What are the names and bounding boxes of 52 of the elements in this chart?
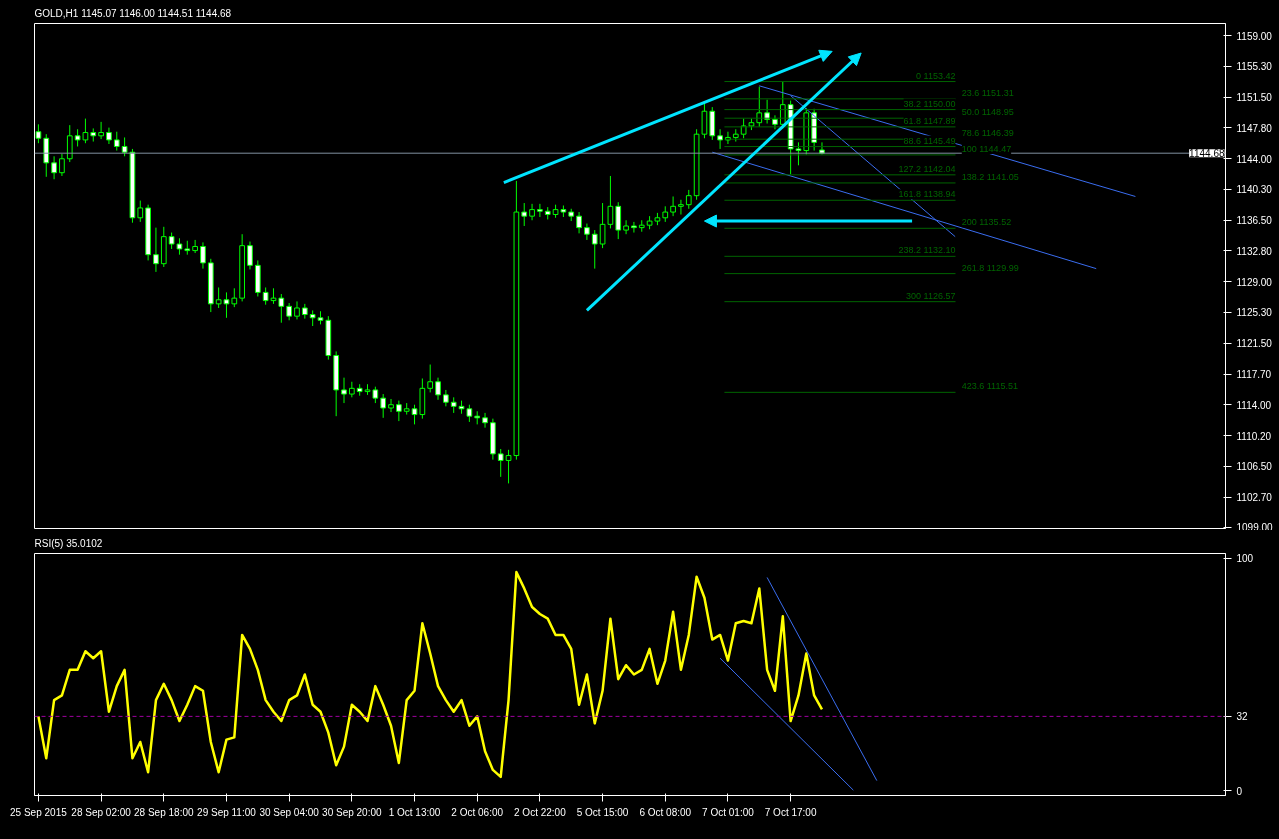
ref-line-label: 300 1126.57 [906,290,956,301]
x-tick-label: 7 Oct 17:00 [764,806,817,818]
x-tick-label: 28 Sep 02:00 [71,806,132,818]
ref-line-label: 61.8 1147.89 [903,115,956,126]
x-tick-label: 2 Oct 06:00 [451,806,504,818]
ref-line-label: 50.0 1148.95 [961,107,1014,118]
x-tick-label: 2 Oct 22:00 [514,806,567,818]
y-tick-label: 100 [1236,553,1254,565]
y-tick-label: 32 [1236,711,1249,723]
ref-line-label: 261.8 1129.99 [961,262,1019,273]
y-tick-label: 1099.00 [1236,521,1274,533]
ref-line-label: 423.6 1115.51 [961,381,1018,392]
y-tick-label: 1117.70 [1236,369,1272,381]
x-tick-label: 28 Sep 18:00 [134,806,194,818]
ref-line-label: 200 1135.52 [961,217,1012,228]
ref-line-label: 38.2 1150.00 [903,98,956,109]
x-tick-label: 6 Oct 08:00 [639,806,692,818]
y-tick-label: 1121.50 [1236,338,1273,350]
chart-title: GOLD,H1 1145.07 1146.00 1144.51 1144.68 [34,7,232,19]
x-tick-label: 30 Sep 04:00 [259,806,320,818]
x-tick-label: 29 Sep 11:00 [197,806,257,818]
x-tick-label: 5 Oct 15:00 [576,806,629,818]
ref-line-label: 100 1144.47 [961,143,1012,154]
ref-line-label: 1144.68 [1189,148,1225,160]
ref-line-label: 78.6 1146.39 [961,128,1014,139]
y-tick-label: 1155.30 [1236,61,1273,73]
ref-line-label: 23.6 1151.31 [961,87,1014,98]
ref-line-label: 161.8 1138.94 [898,189,956,200]
y-tick-label: 0 [1236,785,1243,797]
y-tick-label: 1136.50 [1236,215,1273,227]
x-tick-label: 7 Oct 01:00 [702,806,755,818]
ref-line-label: 88.6 1145.49 [903,135,956,146]
ref-line-label: 138.2 1141.05 [961,171,1019,182]
ref-line-label: 238.2 1132.10 [898,245,956,256]
y-tick-label: 1125.30 [1236,307,1273,319]
y-tick-label: 1102.70 [1236,492,1273,504]
ref-line-label: 0 1153.42 [916,70,956,81]
y-tick-label: 1159.00 [1236,30,1273,42]
x-tick-label: 25 Sep 2015 [10,806,68,818]
y-tick-label: 1106.50 [1236,461,1273,473]
y-tick-label: 1129.00 [1236,276,1273,288]
ref-line-label: 127.2 1142.04 [898,163,956,174]
y-tick-label: 1114.00 [1236,399,1272,411]
y-tick-label: 1144.00 [1236,153,1273,165]
chart-title: RSI(5) 35.0102 [34,537,103,549]
x-tick-label: 30 Sep 20:00 [322,806,383,818]
y-tick-label: 1132.80 [1236,245,1273,257]
y-tick-label: 1140.30 [1236,184,1273,196]
y-tick-label: 1151.50 [1236,92,1273,104]
y-tick-label: 1147.80 [1236,122,1273,134]
y-tick-label: 1110.20 [1236,430,1272,442]
x-tick-label: 1 Oct 13:00 [388,806,441,818]
